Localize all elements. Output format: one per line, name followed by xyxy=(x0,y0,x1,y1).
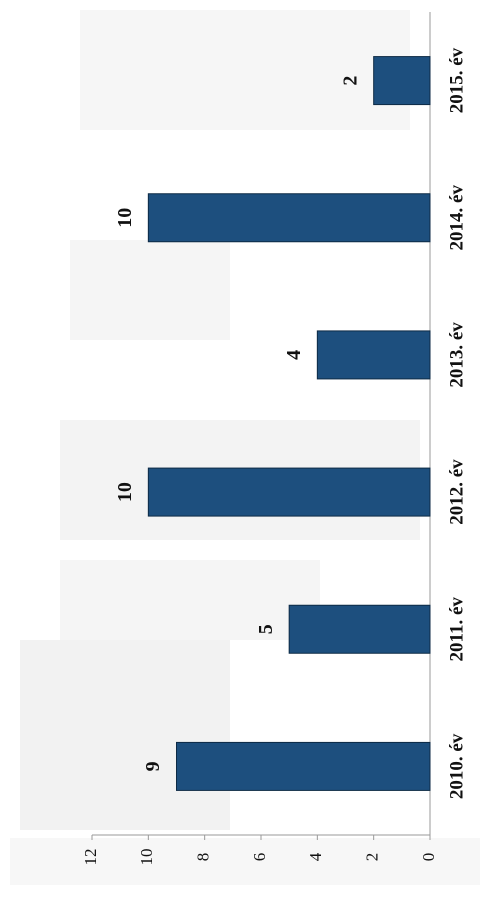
bar xyxy=(316,330,431,380)
bar xyxy=(288,604,431,654)
value-label: 5 xyxy=(255,624,277,634)
x-tick-label: 2014. év xyxy=(446,185,467,251)
x-tick-label: 2015. év xyxy=(446,47,467,113)
value-label: 10 xyxy=(114,482,136,502)
value-label: 2 xyxy=(339,76,361,86)
photo-tree xyxy=(20,640,230,830)
photo-building xyxy=(70,240,230,340)
bar xyxy=(373,56,431,106)
y-tick-label: 12 xyxy=(81,849,100,866)
y-tick-label: 2 xyxy=(363,853,382,862)
y-tick-label: 8 xyxy=(194,853,213,862)
y-tick-label: 10 xyxy=(137,849,156,866)
bar xyxy=(147,467,431,517)
photo-building xyxy=(60,560,320,640)
x-tick-label: 2010. év xyxy=(446,733,467,799)
bar xyxy=(147,193,431,243)
y-tick-label: 6 xyxy=(250,853,269,862)
x-tick-label: 2013. év xyxy=(446,322,467,388)
bar xyxy=(176,741,431,791)
photo-building xyxy=(80,10,410,130)
x-tick-label: 2012. év xyxy=(446,459,467,525)
y-tick-label: 4 xyxy=(306,852,325,861)
x-tick-label: 2011. év xyxy=(446,597,467,662)
photo-ground xyxy=(10,838,480,885)
value-label: 10 xyxy=(114,208,136,228)
value-label: 4 xyxy=(283,350,305,360)
value-label: 9 xyxy=(142,761,164,771)
y-tick-label: 0 xyxy=(419,853,438,862)
